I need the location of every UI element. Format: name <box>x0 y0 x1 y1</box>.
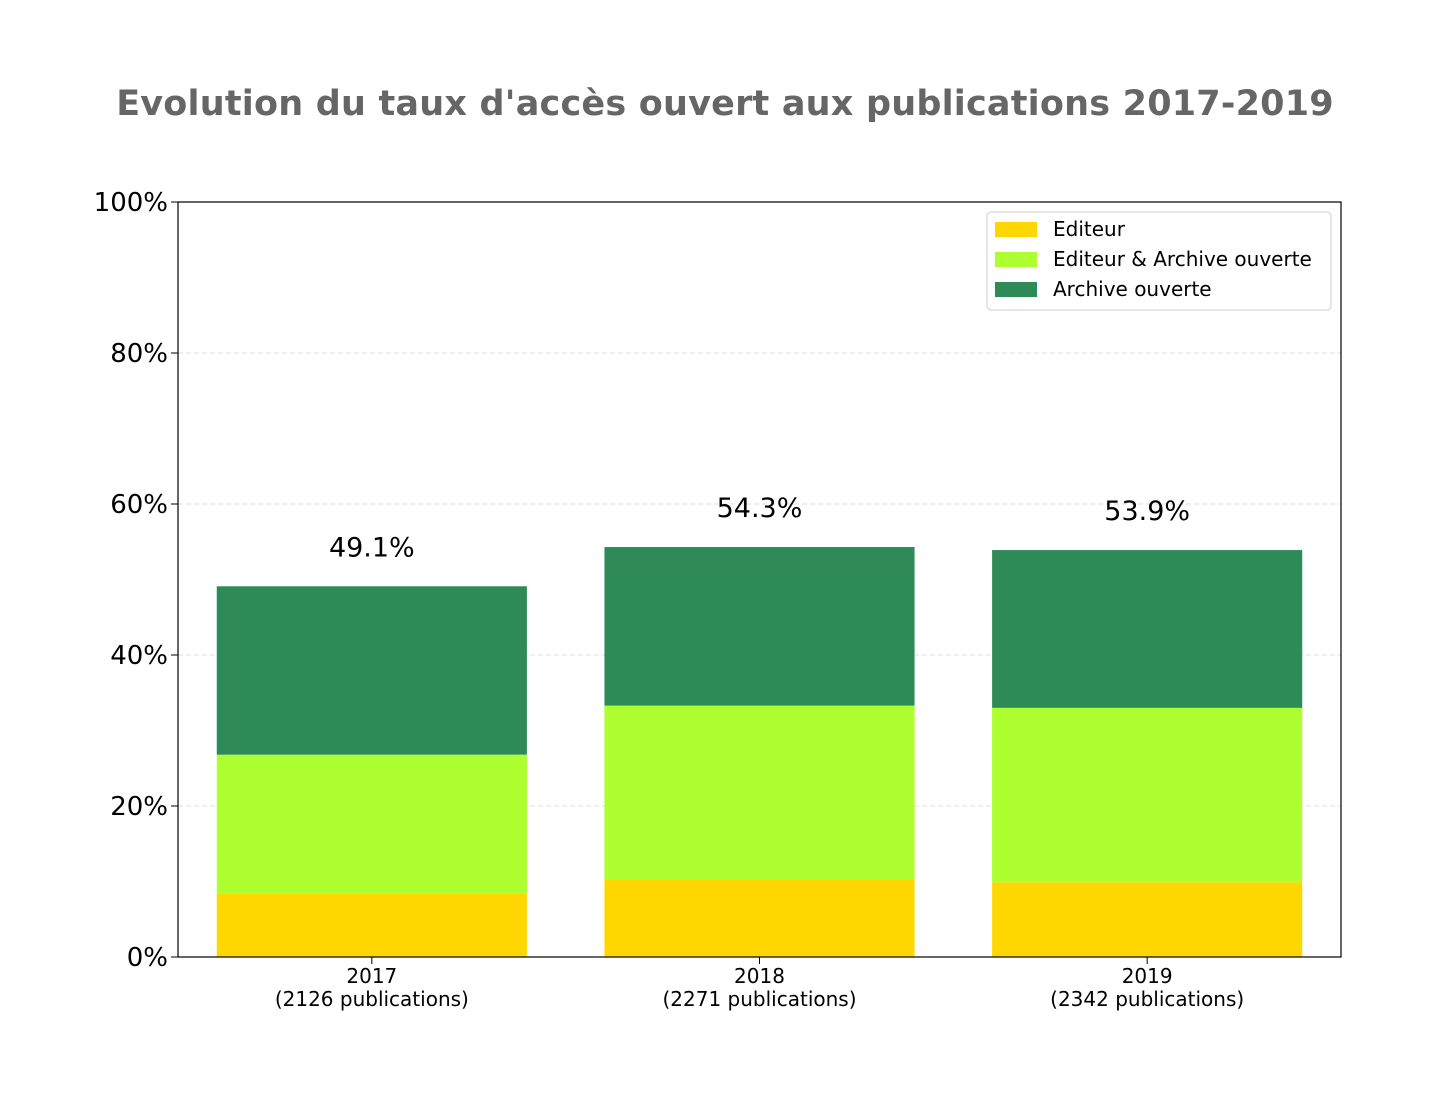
legend-swatch <box>995 282 1037 297</box>
bar-total-label: 49.1% <box>329 532 415 563</box>
legend-label: Editeur <box>1053 217 1126 241</box>
labels-layer: 49.1% 2017(2126 publications) 54.3% 2018(22… <box>94 188 1245 1011</box>
x-tick-label-count: (2126 publications) <box>275 987 469 1011</box>
bar-segment-editeur-archive-ouverte-2018 <box>604 705 915 880</box>
y-tick-label: 0% <box>127 943 168 973</box>
axes-layer <box>171 201 1342 964</box>
bar-segment-editeur-2017 <box>216 893 527 957</box>
y-tick-label: 40% <box>110 641 168 671</box>
x-tick-label-count: (2342 publications) <box>1050 987 1244 1011</box>
plot-frame <box>177 201 1342 958</box>
x-tick-label-year: 2018 <box>734 964 785 988</box>
chart-title: Evolution du taux d'accès ouvert aux pub… <box>116 84 1334 124</box>
legend-swatch <box>995 252 1037 267</box>
bar-segment-editeur-archive-ouverte-2019 <box>992 707 1303 883</box>
y-tick-label: 60% <box>110 490 168 520</box>
y-tick-label: 100% <box>94 188 168 218</box>
bar-total-label: 53.9% <box>1104 496 1190 527</box>
bars-layer <box>216 547 1303 957</box>
bar-segment-archive-ouverte-2019 <box>992 550 1303 708</box>
bar-segment-editeur-2018 <box>604 879 915 957</box>
legend: Editeur Editeur & Archive ouverte Archive … <box>986 211 1332 311</box>
bar-segment-archive-ouverte-2017 <box>216 586 527 755</box>
legend-label: Archive ouverte <box>1053 277 1212 301</box>
bar-total-label: 54.3% <box>717 493 803 524</box>
x-tick-label-count: (2271 publications) <box>662 987 856 1011</box>
bar-segment-editeur-archive-ouverte-2017 <box>216 754 527 894</box>
x-tick-label-year: 2017 <box>346 964 397 988</box>
legend-label: Editeur & Archive ouverte <box>1053 247 1312 271</box>
y-tick-label: 20% <box>110 792 168 822</box>
x-tick-label-year: 2019 <box>1122 964 1173 988</box>
y-tick-label: 80% <box>110 339 168 369</box>
bar-segment-archive-ouverte-2018 <box>604 547 915 706</box>
legend-box <box>986 211 1332 311</box>
bar-segment-editeur-2019 <box>992 882 1303 957</box>
legend-swatch <box>995 222 1037 237</box>
